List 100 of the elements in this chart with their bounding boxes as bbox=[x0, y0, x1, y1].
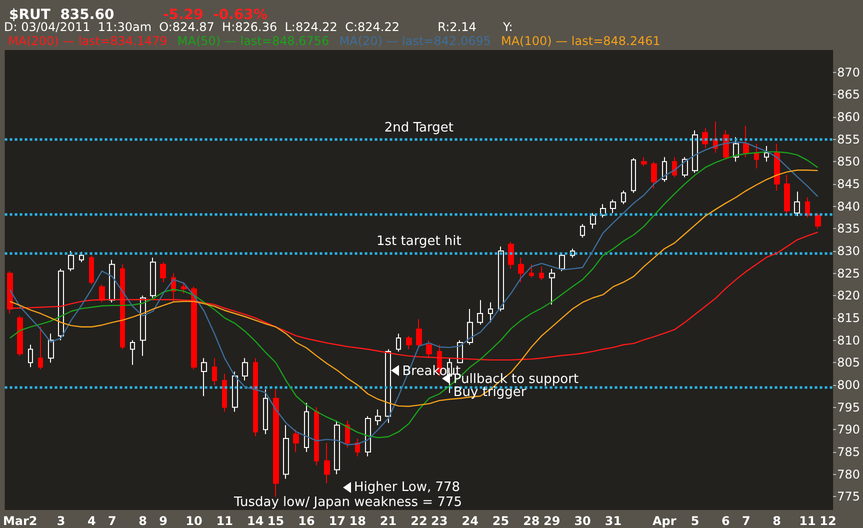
candlestick bbox=[283, 424, 289, 480]
candlestick bbox=[201, 358, 207, 397]
candlestick bbox=[68, 250, 74, 272]
x-tick-label: 21 bbox=[380, 514, 397, 528]
candlestick bbox=[467, 308, 473, 346]
candlestick bbox=[815, 212, 821, 230]
candlestick bbox=[743, 125, 749, 158]
candlestick bbox=[488, 302, 493, 323]
y-tick-label: 865 bbox=[837, 88, 860, 102]
candlestick bbox=[580, 224, 585, 238]
candlestick bbox=[17, 315, 23, 356]
candlestick bbox=[805, 196, 810, 218]
candlestick bbox=[324, 442, 330, 484]
candlestick bbox=[641, 156, 647, 167]
y-tick-label: 820 bbox=[837, 288, 860, 303]
candlestick bbox=[232, 371, 238, 412]
candlestick bbox=[345, 420, 350, 448]
x-tick-label: 15 bbox=[267, 514, 284, 528]
candlestick bbox=[692, 130, 698, 174]
x-tick-label: 31 bbox=[604, 514, 622, 528]
candlestick bbox=[181, 282, 187, 294]
candlestick bbox=[99, 284, 105, 303]
candlestick bbox=[160, 262, 166, 283]
x-tick-label: 22 bbox=[410, 514, 428, 528]
candlestick bbox=[7, 270, 13, 314]
ref-line-label: 1st target hit bbox=[376, 234, 462, 250]
text: MA(50) — last=848.6756 bbox=[177, 34, 330, 48]
candlestick bbox=[222, 373, 227, 412]
y-tick-label: 780 bbox=[837, 467, 860, 482]
y-tick-label: 850 bbox=[837, 154, 860, 169]
candlestick bbox=[733, 136, 739, 162]
candlestick bbox=[702, 128, 708, 149]
candlestick bbox=[334, 420, 340, 475]
x-tick-label: 24 bbox=[462, 514, 478, 528]
y-tick-label: 800 bbox=[837, 378, 860, 392]
candlestick bbox=[498, 246, 504, 312]
y-tick-label: 815 bbox=[837, 310, 860, 325]
candlestick bbox=[273, 388, 279, 498]
candlestick bbox=[263, 388, 268, 435]
candlestick bbox=[58, 268, 64, 341]
x-tick-label: 18 bbox=[349, 514, 366, 528]
y-tick-label: 825 bbox=[837, 266, 860, 280]
y-tick-label: 785 bbox=[837, 444, 860, 459]
y-tick-label: 840 bbox=[837, 199, 860, 214]
annotation: Higher Low, 778 bbox=[353, 480, 462, 495]
x-tick-label: 9 bbox=[159, 514, 168, 528]
candlestick bbox=[130, 340, 135, 366]
candlestick bbox=[754, 143, 759, 169]
y-tick-label: 810 bbox=[837, 333, 860, 348]
y-tick-label: 790 bbox=[837, 422, 860, 437]
chart-title: $RUT 835.60 bbox=[9, 7, 114, 23]
candlestick bbox=[212, 358, 217, 386]
ref-line-label: 2nd Target bbox=[384, 120, 454, 136]
candlestick bbox=[48, 333, 54, 364]
candlestick bbox=[396, 333, 401, 352]
candlestick bbox=[610, 199, 616, 214]
candlestick bbox=[723, 130, 729, 160]
candlestick bbox=[355, 438, 360, 457]
x-tick-label: 4 bbox=[88, 514, 96, 528]
candlestick bbox=[477, 300, 483, 326]
candlestick bbox=[621, 190, 626, 205]
x-tick-label: 11 bbox=[799, 514, 816, 528]
candlestick bbox=[365, 416, 371, 457]
candlestick bbox=[385, 348, 391, 424]
candlestick bbox=[38, 326, 43, 370]
candlestick bbox=[253, 358, 258, 437]
x-tick-label: 16 bbox=[298, 514, 315, 528]
x-tick-label: 30 bbox=[574, 514, 591, 528]
x-tick-label: 6 bbox=[722, 514, 730, 528]
candlestick bbox=[314, 406, 319, 466]
candlestick bbox=[539, 266, 544, 280]
candlestick bbox=[631, 158, 636, 194]
annotation: Tusday low/ Japan weakness = 775 bbox=[233, 495, 464, 510]
x-tick-label: 7 bbox=[108, 514, 116, 528]
candlestick bbox=[794, 191, 800, 217]
candlestick bbox=[293, 429, 299, 452]
text: MA(100) — last=848.2461 bbox=[500, 34, 660, 48]
x-tick-label: 3 bbox=[56, 514, 66, 528]
candlestick bbox=[662, 156, 667, 182]
candlestick bbox=[150, 257, 156, 298]
candlestick bbox=[416, 318, 422, 348]
x-tick-label: 17 bbox=[328, 514, 346, 528]
x-tick-label: 7 bbox=[742, 514, 750, 528]
candlestick bbox=[79, 251, 84, 263]
x-tick-label: 8 bbox=[138, 514, 147, 528]
chart-subtitle: -5.29 -0.63% bbox=[163, 7, 268, 23]
candlestick bbox=[191, 286, 197, 370]
x-tick-label: 8 bbox=[772, 514, 782, 528]
candlestick bbox=[549, 268, 555, 306]
y-tick-label: 845 bbox=[837, 176, 860, 191]
x-tick-label: 5 bbox=[690, 514, 700, 528]
line-series bbox=[9, 232, 818, 361]
candlestick bbox=[651, 161, 657, 189]
y-tick-label: 860 bbox=[837, 110, 860, 124]
candlestick bbox=[375, 409, 381, 426]
line-series bbox=[9, 170, 818, 407]
y-tick-label: 805 bbox=[837, 356, 860, 370]
candlestick bbox=[672, 156, 677, 178]
candlestick bbox=[109, 259, 115, 303]
x-tick-label: 25 bbox=[492, 514, 510, 528]
